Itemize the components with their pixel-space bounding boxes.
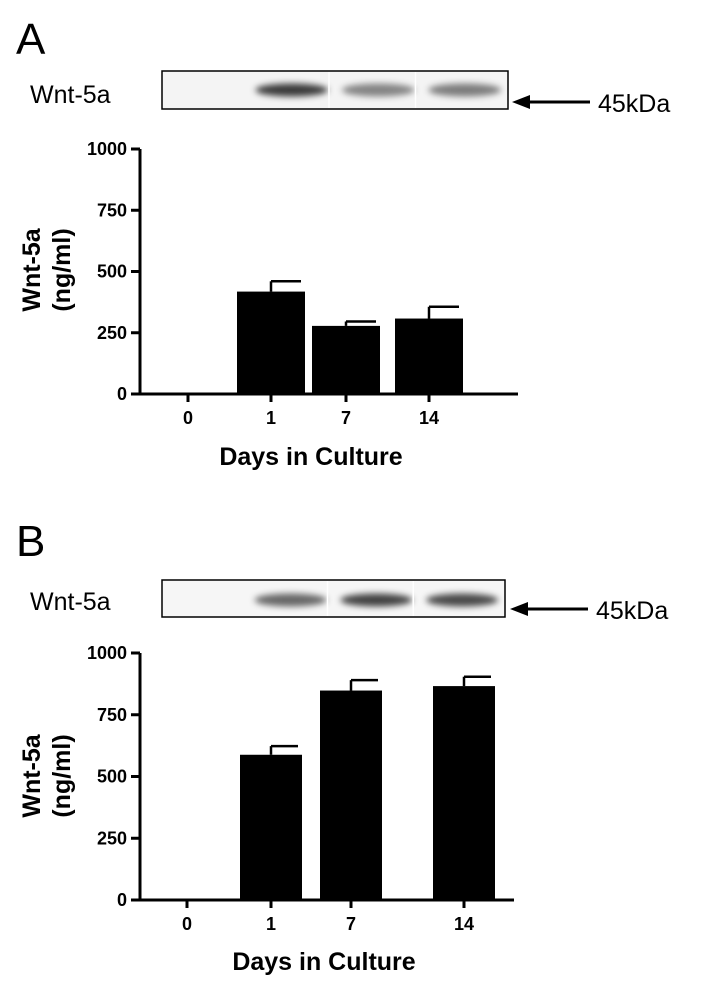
- bar-chart-b: Wnt-5a (ng/ml) Days in Culture 0 250 500 75…: [18, 643, 514, 976]
- blot-a-bands: [255, 72, 502, 108]
- bar-14: [395, 318, 463, 394]
- bar-7: [312, 325, 380, 394]
- x-tick-label-1: 1: [266, 408, 276, 428]
- y-tick-label: 1000: [87, 139, 127, 159]
- panel-a: A Wnt-5a 45kDa Wnt-5a (ng/ml) Days in Cu…: [16, 15, 670, 471]
- panel-a-label: A: [16, 15, 46, 64]
- bar-chart-a: Wnt-5a (ng/ml) Days in Culture 0 250 500 75…: [18, 139, 518, 471]
- y-tick-label: 750: [97, 705, 127, 725]
- y-axis-title-a-line1: Wnt-5a: [18, 227, 46, 311]
- x-tick-label-14: 14: [454, 914, 474, 934]
- x-tick-label-1: 1: [266, 914, 276, 934]
- x-axis-title-b: Days in Culture: [232, 948, 415, 976]
- y-tick-label: 250: [97, 828, 127, 848]
- band-lane-4: [426, 593, 499, 607]
- x-axis-title-a: Days in Culture: [219, 443, 402, 471]
- y-axis-title-b-line2: (ng/ml): [48, 734, 76, 817]
- bar-1: [240, 754, 302, 900]
- y-tick-label: 0: [117, 384, 127, 404]
- blot-b-frame: [161, 579, 506, 618]
- x-tick-label-14: 14: [419, 408, 439, 428]
- blot-a-label: Wnt-5a: [30, 81, 111, 109]
- y-tick-label: 1000: [87, 643, 127, 663]
- y-tick-label: 500: [97, 767, 127, 787]
- western-blot-b: Wnt-5a 45kDa: [30, 579, 668, 625]
- marker-a-label: 45kDa: [598, 90, 670, 118]
- band-lane-3: [341, 83, 415, 97]
- x-tick-label-7: 7: [341, 408, 351, 428]
- blot-b-label: Wnt-5a: [30, 588, 111, 616]
- arrowhead-b-icon: [510, 602, 528, 616]
- x-tick-label-0: 0: [182, 914, 192, 934]
- y-tick-label: 0: [117, 890, 127, 910]
- bar-7: [320, 690, 382, 900]
- y-tick-label: 750: [97, 200, 127, 220]
- panel-b: B Wnt-5a 45kDa Wnt-5a (ng/ml) Days in Cu…: [16, 517, 668, 976]
- bar-1: [237, 291, 305, 394]
- arrowhead-a-icon: [512, 95, 530, 109]
- band-lane-2: [254, 593, 327, 607]
- y-axis-title-a-line2: (ng/ml): [48, 228, 76, 311]
- marker-b-label: 45kDa: [596, 597, 668, 625]
- blot-b-bands: [254, 581, 499, 616]
- y-axis-title-b-line1: Wnt-5a: [18, 733, 46, 817]
- band-lane-4: [428, 83, 502, 97]
- y-tick-label: 250: [97, 323, 127, 343]
- y-tick-label: 500: [97, 262, 127, 282]
- x-tick-label-7: 7: [346, 914, 356, 934]
- x-tick-label-0: 0: [183, 408, 193, 428]
- band-lane-3: [340, 593, 413, 607]
- bar-14: [433, 686, 495, 900]
- band-lane-2: [255, 83, 329, 97]
- panel-b-label: B: [16, 517, 45, 566]
- western-blot-a: Wnt-5a 45kDa: [30, 70, 670, 118]
